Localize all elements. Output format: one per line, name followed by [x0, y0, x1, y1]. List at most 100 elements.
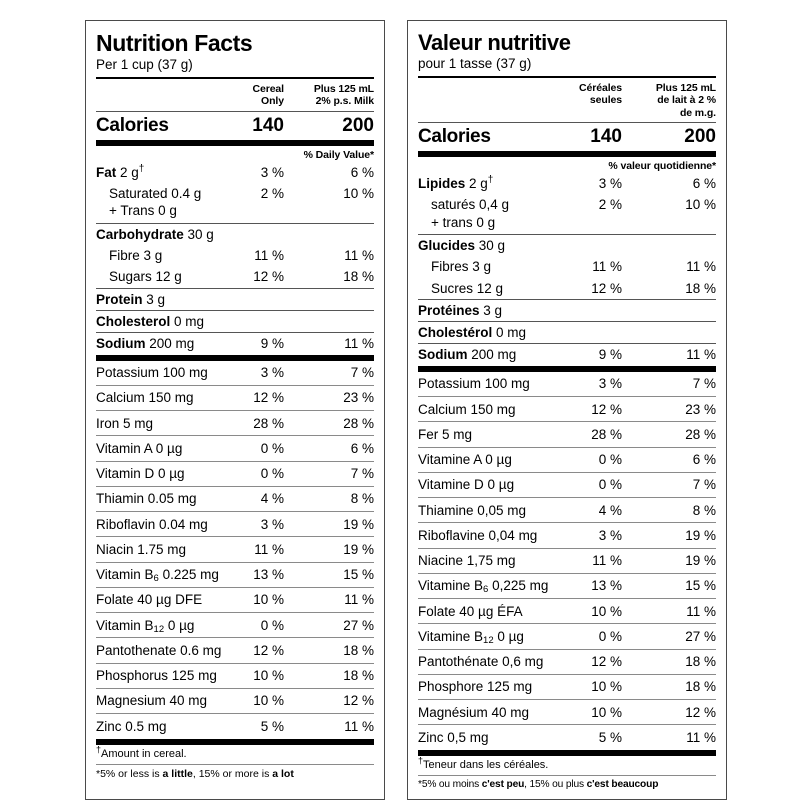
calories-row-en: Calories 140 200 [96, 112, 374, 140]
divider [418, 234, 716, 236]
proteines-label: Protéines 3 g [418, 302, 503, 318]
column-header-avec-lait-fr: Plus 125 mL de lait à 2 % de m.g. [655, 81, 716, 119]
vitamine-b6-subscript: 6 [483, 584, 489, 596]
nutrient-row-riboflavine: Riboflavine 0,04 mg 3 % 19 % [418, 523, 716, 547]
nutrient-row-vitamin-b12: Vitamin B12 0 µg 0 % 27 % [96, 613, 374, 637]
dagger-marker-icon: † [138, 163, 145, 175]
nutrient-row-vitamine-d: Vitamine D 0 µg 0 % 7 % [418, 473, 716, 497]
fer-label: Fer 5 mg [418, 426, 473, 442]
nutrient-row-potassium: Potassium 100 mg 3 % 7 % [96, 361, 374, 385]
divider [418, 471, 716, 473]
potassium-label: Potassium 100 mg [96, 365, 208, 381]
saturated-trans-percent-milk: 10 % [343, 185, 374, 201]
niacin-percent-milk: 19 % [343, 541, 374, 557]
fat-percent-milk: 6 % [350, 164, 374, 180]
nutrient-row-protein: Protein 3 g [96, 289, 374, 310]
footnote-star-little-en: a little [162, 768, 193, 781]
fibre-percent-milk: 11 % [344, 248, 374, 264]
serving-size-en: Per 1 cup (37 g) [96, 56, 193, 72]
thiamin-percent-milk: 8 % [350, 491, 374, 507]
calories-value-milk-en: 200 [342, 114, 374, 136]
thiamine-percent-milk: 8 % [692, 502, 716, 518]
vitamin-b12-percent-milk: 27 % [343, 617, 374, 633]
nutrient-row-niacine: Niacine 1,75 mg 11 % 19 % [418, 549, 716, 573]
calories-label-en: Calories [96, 114, 169, 136]
sodium-label: Sodium 200 mg [96, 336, 195, 352]
valeur-quotidienne-caption-fr: % valeur quotidienne* [608, 159, 716, 172]
vitamine-b6-label: Vitamine B6 0,225 mg [418, 578, 549, 596]
nutrient-row-proteines: Protéines 3 g [418, 300, 716, 321]
fer-percent-milk: 28 % [685, 426, 716, 442]
nutrient-row-calcium: Calcium 150 mg 12 % 23 % [96, 386, 374, 410]
nutrient-row-sucres: Sucres 12 g 12 % 18 % [418, 278, 716, 299]
satures-trans-label: saturés 0,4 g + trans 0 g [418, 196, 560, 231]
nutrient-row-magnesium: Magnesium 40 mg 10 % 12 % [96, 689, 374, 713]
sugars-percent-milk: 18 % [343, 269, 374, 285]
vitamine-d-label: Vitamine D 0 µg [418, 477, 515, 493]
vitamine-a-label: Vitamine A 0 µg [418, 452, 512, 468]
nutrient-row-vitamin-d: Vitamin D 0 µg 0 % 7 % [96, 462, 374, 486]
satures-trans-label-line-1: + trans 0 g [431, 214, 496, 230]
nutrient-row-vitamine-a: Vitamine A 0 µg 0 % 6 % [418, 448, 716, 472]
column-header-cereales-seules-fr: Céréales seules [579, 81, 622, 107]
nutrient-row-glucides: Glucides 30 g [418, 235, 716, 256]
fibres-percent-milk: 11 % [686, 259, 716, 275]
proteines-name: Protéines [418, 302, 480, 318]
potassium-label: Potassium 100 mg [418, 376, 530, 392]
magnesium-percent-cereal: 10 % [591, 704, 622, 720]
fat-label: Fat 2 g† [96, 163, 145, 180]
column-headers-en: Cereal Only Plus 125 mL 2% p.s. Milk [96, 79, 374, 111]
nutrient-row-fer: Fer 5 mg 28 % 28 % [418, 422, 716, 446]
satures-trans-percent-cereal: 2 % [598, 197, 622, 213]
footnote-dagger-text-fr: Teneur dans les céréales. [423, 758, 549, 771]
vitamine-b6-percent-cereal: 13 % [591, 578, 622, 594]
pantothenate-label: Pantothénate 0,6 mg [418, 654, 544, 670]
riboflavin-label: Riboflavin 0.04 mg [96, 516, 208, 532]
divider [418, 572, 716, 574]
vitamin-d-label: Vitamin D 0 µg [96, 466, 185, 482]
carbohydrate-name: Carbohydrate [96, 226, 184, 242]
divider [96, 139, 374, 146]
divider [96, 713, 374, 715]
vitamin-b6-percent-milk: 15 % [343, 567, 374, 583]
vitamin-d-percent-milk: 7 % [350, 466, 374, 482]
folate-percent-milk: 11 % [344, 592, 374, 608]
satures-trans-label-line-0: saturés 0,4 g [431, 197, 510, 213]
cholesterol-name: Cholestérol [418, 325, 493, 341]
carbohydrate-label: Carbohydrate 30 g [96, 226, 214, 242]
riboflavine-percent-cereal: 3 % [598, 527, 622, 543]
glucides-label: Glucides 30 g [418, 238, 506, 254]
calories-value-cereal-en: 140 [252, 114, 284, 136]
phosphore-percent-cereal: 10 % [591, 679, 622, 695]
nutrient-row-cholesterol: Cholestérol 0 mg [418, 322, 716, 343]
valeur-nutritive-panel-fr: Valeur nutritive pour 1 tasse (37 g) Cér… [407, 20, 727, 800]
thiamin-label: Thiamin 0.05 mg [96, 491, 197, 507]
nutrient-row-cholesterol: Cholesterol 0 mg [96, 311, 374, 332]
divider [418, 724, 716, 726]
divider [96, 687, 374, 689]
sodium-percent-cereal: 9 % [598, 347, 622, 363]
footnote-star-pre-en: *5% or less is [96, 768, 163, 781]
nutrient-row-vitamin-a: Vitamin A 0 µg 0 % 6 % [96, 436, 374, 460]
divider [418, 598, 716, 600]
niacin-percent-cereal: 11 % [254, 541, 284, 557]
divider [96, 77, 374, 80]
sodium-label: Sodium 200 mg [418, 347, 517, 363]
divider [418, 749, 716, 756]
sucres-percent-milk: 18 % [685, 280, 716, 296]
divider [418, 343, 716, 345]
magnesium-percent-milk: 12 % [685, 704, 716, 720]
nutrient-row-fat: Fat 2 g† 3 % 6 % [96, 162, 374, 183]
phosphorus-label: Phosphorus 125 mg [96, 668, 217, 684]
riboflavin-percent-cereal: 3 % [260, 516, 284, 532]
divider [96, 586, 374, 588]
divider [96, 637, 374, 639]
nutrient-row-fibres: Fibres 3 g 11 % 11 % [418, 256, 716, 277]
fibre-percent-cereal: 11 % [254, 248, 284, 264]
vitamine-b6-percent-milk: 15 % [685, 578, 716, 594]
vitamine-a-percent-cereal: 0 % [598, 452, 622, 468]
sugars-label: Sugars 12 g [109, 269, 182, 285]
nutrient-row-zinc: Zinc 0.5 mg 5 % 11 % [96, 714, 374, 738]
macronutrient-rows-fr: Lipides 2 g† 3 % 6 % saturés 0,4 g + trans 0… [418, 173, 716, 366]
